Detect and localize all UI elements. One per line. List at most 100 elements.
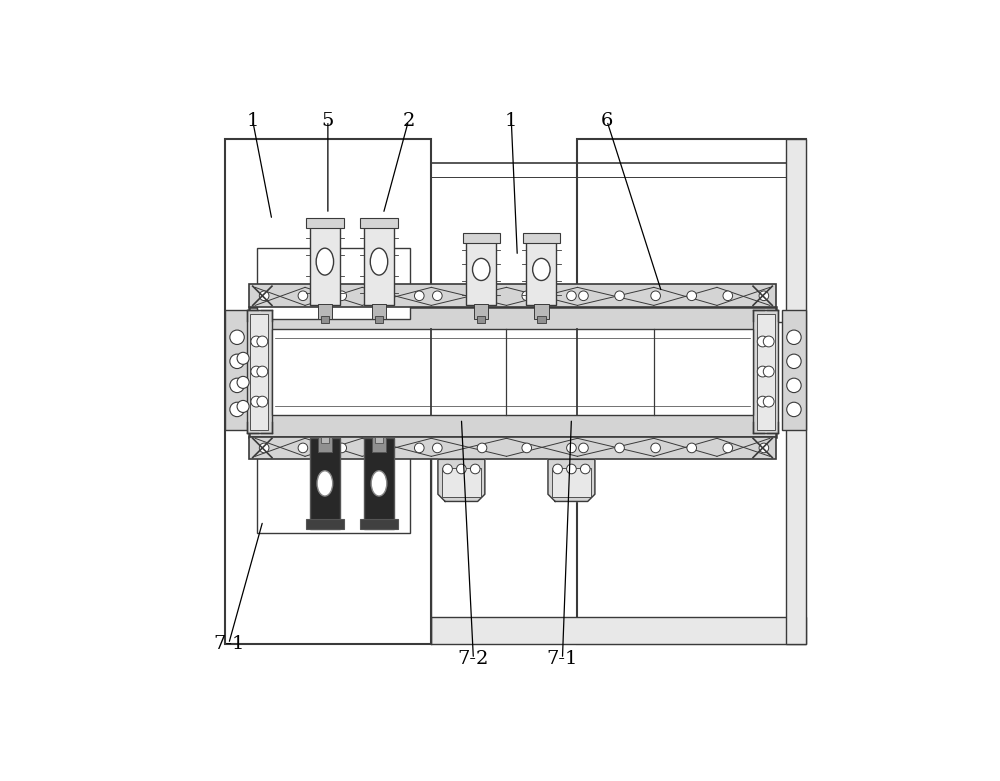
Ellipse shape <box>370 248 388 275</box>
Bar <box>310 438 340 529</box>
Ellipse shape <box>473 259 490 280</box>
Circle shape <box>470 464 480 474</box>
Circle shape <box>579 291 588 301</box>
Circle shape <box>298 443 308 453</box>
Circle shape <box>237 352 249 364</box>
Circle shape <box>376 443 385 453</box>
Bar <box>225 139 431 644</box>
Circle shape <box>457 464 466 474</box>
Bar <box>310 221 340 305</box>
Circle shape <box>757 336 768 347</box>
Circle shape <box>759 443 769 453</box>
Circle shape <box>298 291 308 301</box>
Circle shape <box>433 443 442 453</box>
Bar <box>364 221 394 305</box>
Circle shape <box>567 443 576 453</box>
Circle shape <box>580 464 590 474</box>
Circle shape <box>579 443 588 453</box>
Circle shape <box>477 443 487 453</box>
Bar <box>257 248 410 319</box>
Bar <box>272 330 753 415</box>
Bar <box>257 441 410 533</box>
Circle shape <box>230 354 244 369</box>
Bar <box>306 519 344 529</box>
Bar <box>249 307 776 437</box>
Circle shape <box>230 330 244 344</box>
Circle shape <box>414 291 424 301</box>
Bar <box>442 469 481 497</box>
Bar <box>372 437 386 452</box>
Circle shape <box>257 366 268 377</box>
Bar <box>247 310 272 433</box>
Circle shape <box>257 396 268 407</box>
Circle shape <box>687 443 697 453</box>
Text: 7-1: 7-1 <box>547 650 578 668</box>
Circle shape <box>787 330 801 344</box>
Bar <box>375 437 383 443</box>
Circle shape <box>230 402 244 416</box>
Bar <box>786 139 806 644</box>
Text: 1: 1 <box>247 112 259 130</box>
Circle shape <box>567 291 576 301</box>
Circle shape <box>337 443 347 453</box>
Circle shape <box>757 366 768 377</box>
Bar <box>321 437 329 443</box>
Circle shape <box>757 396 768 407</box>
Ellipse shape <box>317 471 333 496</box>
Circle shape <box>257 336 268 347</box>
Circle shape <box>787 402 801 416</box>
Bar <box>782 310 806 430</box>
Bar <box>375 316 383 323</box>
Bar <box>364 438 394 529</box>
Bar <box>360 218 398 228</box>
Bar <box>523 233 560 244</box>
Circle shape <box>787 354 801 369</box>
Circle shape <box>522 443 532 453</box>
Text: 6: 6 <box>601 112 613 130</box>
Circle shape <box>522 291 532 301</box>
Circle shape <box>251 396 262 407</box>
Circle shape <box>259 291 269 301</box>
Circle shape <box>615 291 624 301</box>
Circle shape <box>687 291 697 301</box>
Bar <box>431 617 806 644</box>
Circle shape <box>723 443 733 453</box>
Circle shape <box>230 378 244 393</box>
Bar <box>463 233 500 244</box>
Bar <box>537 316 546 323</box>
Circle shape <box>651 443 660 453</box>
Circle shape <box>237 376 249 388</box>
Circle shape <box>615 443 624 453</box>
Bar <box>372 304 386 319</box>
Bar <box>360 519 398 529</box>
Bar <box>321 316 329 323</box>
Bar <box>249 284 776 307</box>
Bar <box>249 437 776 459</box>
Circle shape <box>443 464 452 474</box>
Circle shape <box>763 396 774 407</box>
Circle shape <box>376 291 385 301</box>
Bar <box>552 469 591 497</box>
Circle shape <box>337 291 347 301</box>
Ellipse shape <box>371 471 387 496</box>
Text: 1: 1 <box>505 112 517 130</box>
Circle shape <box>251 366 262 377</box>
Bar <box>526 236 556 305</box>
Circle shape <box>433 291 442 301</box>
Text: 2: 2 <box>402 112 415 130</box>
Bar <box>577 139 806 644</box>
Circle shape <box>787 378 801 393</box>
Bar <box>306 218 344 228</box>
Circle shape <box>759 291 769 301</box>
Circle shape <box>237 401 249 412</box>
Bar <box>466 236 496 305</box>
Ellipse shape <box>316 248 334 275</box>
Circle shape <box>414 443 424 453</box>
Bar <box>753 310 778 433</box>
Bar <box>250 313 268 430</box>
Bar <box>318 304 332 319</box>
Text: 5: 5 <box>322 112 334 130</box>
Circle shape <box>477 291 487 301</box>
Polygon shape <box>438 459 485 501</box>
Text: 7-2: 7-2 <box>458 650 489 668</box>
